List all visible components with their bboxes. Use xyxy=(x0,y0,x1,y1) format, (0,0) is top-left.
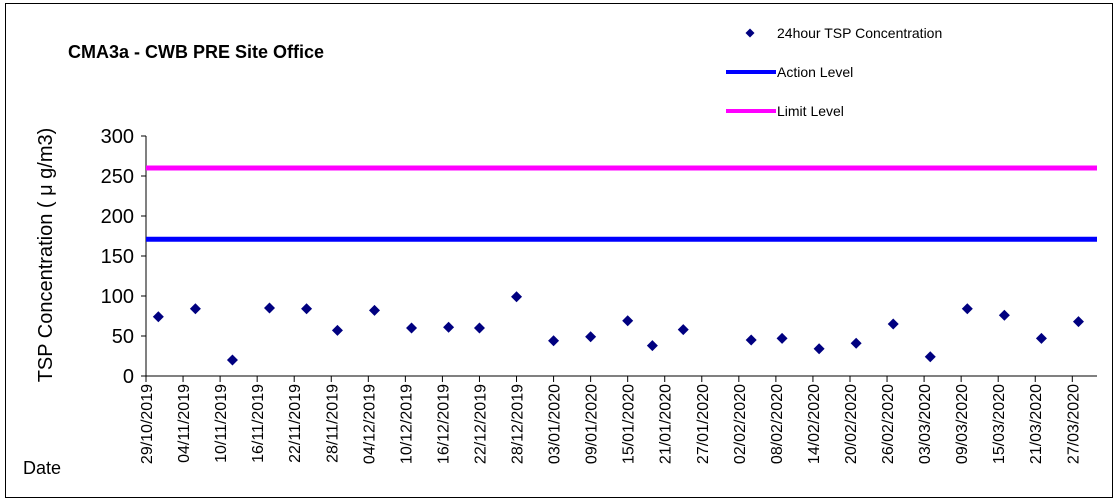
data-point xyxy=(776,332,788,344)
data-point xyxy=(745,334,757,346)
legend: 24hour TSP Concentration Action Level Limi… xyxy=(726,25,942,119)
data-point xyxy=(677,324,689,336)
data-point xyxy=(331,324,343,336)
x-tick-label: 14/02/2020 xyxy=(806,384,823,464)
level-lines xyxy=(146,165,1097,242)
data-points xyxy=(152,291,1084,366)
legend-label: 24hour TSP Concentration xyxy=(777,25,942,41)
x-axis: 29/10/2019 04/11/2019 10/11/2019 16/11/2019… xyxy=(139,375,1097,464)
y-tick-label: 0 xyxy=(123,366,134,388)
data-point xyxy=(1072,316,1084,328)
x-tick-label: 03/01/2020 xyxy=(547,384,564,464)
y-tick-label: 200 xyxy=(101,206,134,228)
x-tick-label: 10/12/2019 xyxy=(398,384,415,464)
legend-marker xyxy=(745,28,755,38)
x-tick-label: 22/12/2019 xyxy=(472,384,489,464)
x-tick-label: 27/03/2020 xyxy=(1065,384,1082,464)
x-tick-label: 22/11/2019 xyxy=(287,384,304,463)
x-tick-label: 10/11/2019 xyxy=(213,384,230,463)
data-point xyxy=(961,303,973,315)
y-tick-label: 250 xyxy=(101,166,134,188)
data-point xyxy=(152,311,164,323)
x-tick-label: 16/12/2019 xyxy=(435,384,452,464)
chart-border xyxy=(5,3,1113,498)
x-tick-label: 21/01/2020 xyxy=(658,384,675,464)
x-tick-label: 26/02/2020 xyxy=(880,384,897,464)
x-tick-label: 02/02/2020 xyxy=(732,384,749,464)
data-point xyxy=(264,302,276,314)
legend-label: Action Level xyxy=(777,64,853,80)
x-tick-label: 09/01/2020 xyxy=(584,384,601,464)
y-tick-label: 300 xyxy=(101,126,134,148)
x-tick-label: 28/11/2019 xyxy=(324,384,341,463)
x-axis-label: Date xyxy=(23,458,61,478)
data-point xyxy=(511,291,523,303)
data-point xyxy=(850,337,862,349)
data-point xyxy=(813,343,825,355)
data-point xyxy=(301,303,313,315)
data-point xyxy=(189,303,201,315)
x-tick-label: 08/02/2020 xyxy=(769,384,786,464)
x-tick-label: 03/03/2020 xyxy=(917,384,934,464)
data-point xyxy=(646,340,658,352)
y-axis-label: TSP Concentration ( μ g/m3) xyxy=(35,128,57,383)
legend-label: Limit Level xyxy=(777,103,844,119)
x-tick-label: 21/03/2020 xyxy=(1028,384,1045,464)
data-point xyxy=(473,322,485,334)
data-point xyxy=(585,331,597,343)
x-tick-label: 04/12/2019 xyxy=(361,384,378,464)
data-point xyxy=(887,318,899,330)
x-tick-label: 20/02/2020 xyxy=(843,384,860,464)
data-point xyxy=(548,335,560,347)
x-tick-label: 09/03/2020 xyxy=(954,384,971,464)
x-tick-label: 27/01/2020 xyxy=(695,384,712,464)
data-point xyxy=(924,351,936,363)
data-point xyxy=(998,309,1010,321)
x-tick-label: 04/11/2019 xyxy=(176,384,193,463)
data-point xyxy=(406,322,418,334)
x-tick-label: 16/11/2019 xyxy=(250,384,267,463)
y-tick-label: 150 xyxy=(101,246,134,268)
data-point xyxy=(368,304,380,316)
x-tick-label: 28/12/2019 xyxy=(510,384,527,464)
x-tick-label: 29/10/2019 xyxy=(139,384,156,464)
data-point xyxy=(226,354,238,366)
x-tick-label: 15/03/2020 xyxy=(991,384,1008,464)
chart-title: CMA3a - CWB PRE Site Office xyxy=(68,42,324,62)
y-tick-label: 50 xyxy=(112,326,134,348)
y-axis: 0 50 100 150 200 250 300 xyxy=(101,126,147,388)
x-tick-label: 15/01/2020 xyxy=(621,384,638,464)
data-point xyxy=(1035,332,1047,344)
data-point xyxy=(622,315,634,327)
y-tick-label: 100 xyxy=(101,286,134,308)
data-point xyxy=(443,321,455,333)
